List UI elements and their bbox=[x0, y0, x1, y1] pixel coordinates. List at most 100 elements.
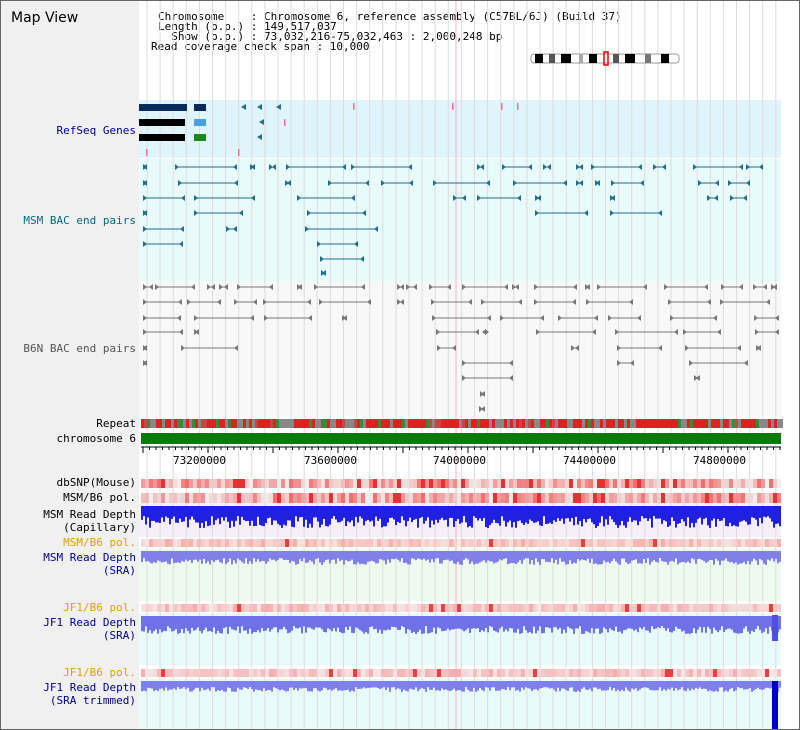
depth-bar bbox=[181, 681, 183, 689]
heat-cell bbox=[477, 604, 481, 612]
depth-bar bbox=[741, 681, 743, 689]
depth-bar bbox=[393, 616, 395, 627]
repeat-segment bbox=[768, 419, 771, 428]
depth-bar bbox=[325, 506, 327, 527]
bac-end-marker bbox=[217, 299, 221, 305]
repeat-segment bbox=[579, 419, 582, 428]
heat-cell bbox=[393, 604, 397, 612]
depth-bar bbox=[751, 681, 753, 692]
depth-spike bbox=[772, 615, 778, 641]
depth-bar bbox=[757, 681, 759, 688]
depth-bar bbox=[191, 681, 193, 692]
bac-end-marker bbox=[251, 195, 255, 201]
repeat-segment bbox=[201, 419, 204, 428]
repeat-segment bbox=[378, 419, 381, 428]
heat-cell bbox=[265, 669, 269, 677]
depth-bar bbox=[227, 506, 229, 522]
heat-cell bbox=[641, 604, 645, 612]
depth-bar bbox=[213, 616, 215, 628]
repeat-segment bbox=[372, 419, 375, 428]
depth-bar bbox=[279, 616, 281, 630]
heat-cell bbox=[185, 493, 189, 503]
depth-bar bbox=[251, 551, 253, 564]
depth-bar bbox=[747, 616, 749, 632]
repeat-segment bbox=[489, 419, 492, 428]
depth-bar bbox=[501, 506, 503, 517]
repeat-segment bbox=[225, 419, 228, 428]
bac-end-marker bbox=[543, 164, 547, 170]
heat-cell bbox=[465, 669, 469, 677]
heat-cell bbox=[253, 493, 257, 503]
depth-bar bbox=[397, 616, 399, 630]
depth-bar bbox=[165, 506, 167, 517]
heat-cell bbox=[349, 604, 353, 612]
heat-cell bbox=[505, 669, 509, 677]
repeat-segment bbox=[639, 419, 642, 428]
depth-bar bbox=[147, 681, 149, 688]
heat-cell bbox=[405, 479, 409, 488]
heat-cell bbox=[749, 493, 753, 503]
depth-bar bbox=[463, 551, 465, 560]
heat-cell bbox=[181, 493, 185, 503]
repeat-segment bbox=[687, 419, 690, 428]
heat-cell bbox=[549, 669, 553, 677]
depth-bar bbox=[545, 506, 547, 524]
depth-bar bbox=[583, 616, 585, 634]
bac-end-marker bbox=[477, 164, 481, 170]
depth-bar bbox=[247, 506, 249, 521]
heat-cell bbox=[761, 604, 765, 612]
depth-bar bbox=[743, 681, 745, 690]
heat-cell bbox=[713, 479, 717, 488]
depth-bar bbox=[313, 616, 315, 630]
heat-cell bbox=[681, 669, 685, 677]
depth-bar bbox=[253, 616, 255, 633]
depth-bar bbox=[283, 506, 285, 525]
repeat-segment bbox=[153, 419, 156, 428]
depth-bar bbox=[157, 551, 159, 561]
heat-cell bbox=[329, 669, 333, 677]
bac-end-marker bbox=[143, 360, 147, 366]
heat-cell bbox=[501, 539, 505, 547]
heat-cell bbox=[353, 479, 357, 488]
depth-bar bbox=[385, 616, 387, 631]
heat-cell bbox=[461, 604, 465, 612]
heat-cell bbox=[153, 604, 157, 612]
heat-cell bbox=[189, 493, 193, 503]
heat-cell bbox=[617, 493, 621, 503]
depth-bar bbox=[627, 551, 629, 564]
heat-cell bbox=[305, 669, 309, 677]
depth-bar bbox=[683, 681, 685, 691]
depth-bar bbox=[673, 681, 675, 691]
heat-cell bbox=[677, 604, 681, 612]
depth-bar bbox=[529, 681, 531, 689]
repeat-segment bbox=[462, 419, 465, 428]
depth-bar bbox=[569, 551, 571, 561]
repeat-segment bbox=[360, 419, 363, 428]
bac-end-marker bbox=[195, 329, 199, 335]
depth-bar bbox=[181, 506, 183, 522]
depth-bar bbox=[665, 506, 667, 522]
heat-cell bbox=[565, 669, 569, 677]
heat-cell bbox=[725, 493, 729, 503]
heat-cell bbox=[433, 493, 437, 503]
repeat-segment bbox=[513, 419, 516, 428]
heat-cell bbox=[757, 669, 761, 677]
depth-bar bbox=[443, 506, 445, 521]
heat-cell bbox=[753, 493, 757, 503]
depth-bar bbox=[253, 681, 255, 692]
heat-cell bbox=[633, 479, 637, 488]
depth-bar bbox=[399, 506, 401, 524]
depth-bar bbox=[755, 506, 757, 520]
heat-cell bbox=[493, 604, 497, 612]
depth-bar bbox=[175, 551, 177, 563]
heat-cell bbox=[165, 493, 169, 503]
heat-cell bbox=[597, 479, 601, 488]
heat-cell bbox=[661, 539, 665, 547]
axis-tick-label: 74000000 bbox=[433, 454, 486, 467]
depth-bar bbox=[451, 506, 453, 518]
depth-bar bbox=[363, 551, 365, 565]
depth-bar bbox=[291, 681, 293, 688]
bac-end-marker bbox=[180, 226, 184, 232]
depth-bar bbox=[409, 616, 411, 631]
